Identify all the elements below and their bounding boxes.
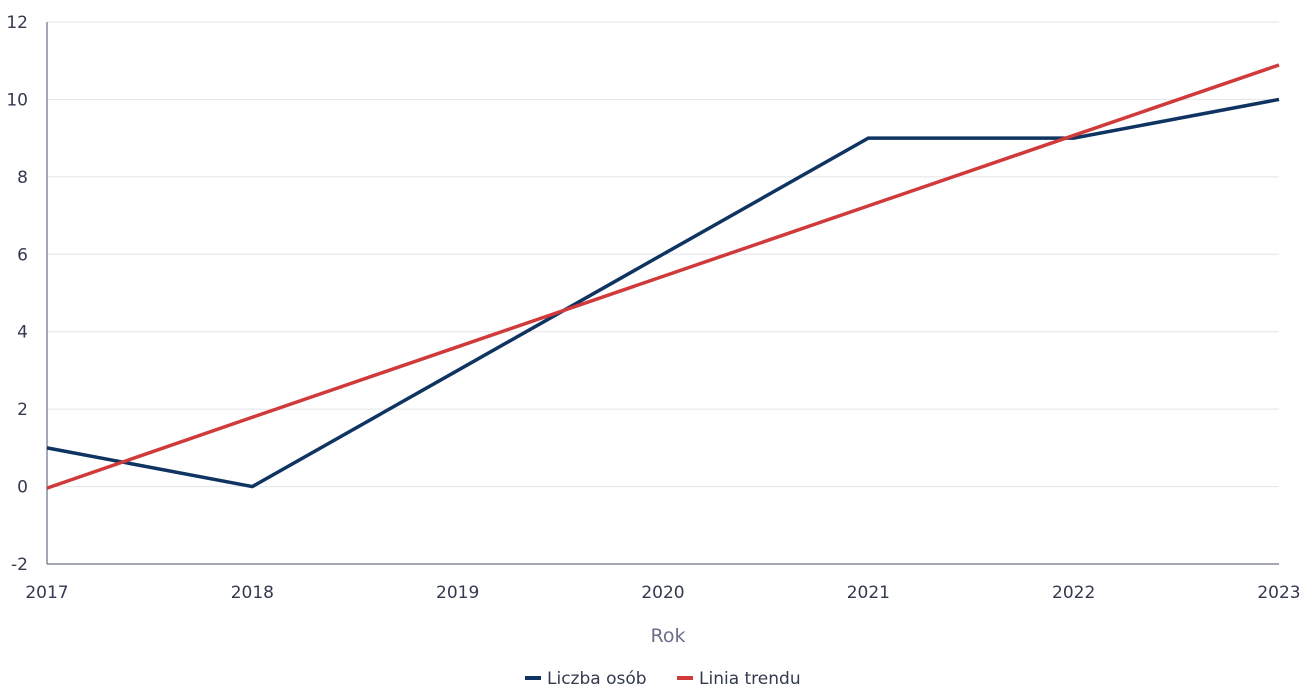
y-tick-label: 6 bbox=[17, 245, 28, 265]
legend-label: Linia trendu bbox=[699, 669, 801, 689]
legend-swatch bbox=[525, 676, 541, 680]
grid-lines bbox=[47, 21, 1279, 488]
y-tick-label: -2 bbox=[11, 555, 28, 575]
x-tick-label: 2019 bbox=[436, 583, 479, 603]
x-tick-label: 2022 bbox=[1052, 583, 1095, 603]
x-tick-label: 2023 bbox=[1257, 583, 1300, 603]
x-tick-label: 2021 bbox=[847, 583, 890, 603]
legend-swatch bbox=[677, 676, 693, 680]
y-tick-label: 12 bbox=[6, 13, 28, 33]
series-line bbox=[46, 63, 1280, 490]
legend-label: Liczba osób bbox=[547, 669, 647, 689]
y-tick-label: 8 bbox=[17, 168, 28, 188]
y-tick-label: 2 bbox=[17, 400, 28, 420]
series-line bbox=[46, 97, 1280, 489]
y-tick-label: 0 bbox=[17, 478, 28, 498]
y-tick-label: 4 bbox=[17, 323, 28, 343]
y-tick-label: 10 bbox=[6, 90, 28, 110]
legend: Liczba osób Linia trendu bbox=[525, 669, 801, 689]
x-tick-label: 2017 bbox=[25, 583, 68, 603]
x-tick-labels: 2017 2018 2019 2020 2021 2022 2023 bbox=[25, 583, 1300, 603]
series-lines bbox=[46, 63, 1280, 490]
x-tick-label: 2020 bbox=[641, 583, 684, 603]
x-tick-label: 2018 bbox=[231, 583, 274, 603]
y-tick-labels: -2 0 2 4 6 8 10 12 bbox=[6, 13, 28, 575]
x-axis-label: Rok bbox=[651, 625, 686, 647]
